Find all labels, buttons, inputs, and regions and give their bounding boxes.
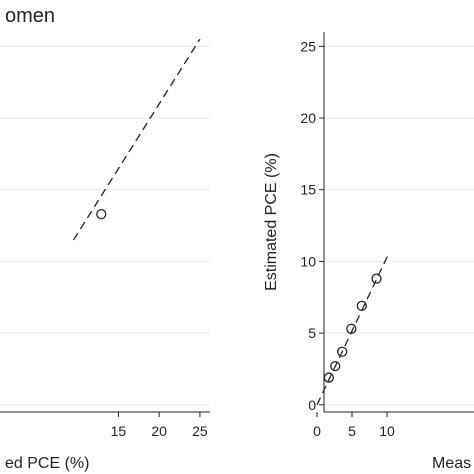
right-x-tick-label-5: 5: [348, 423, 356, 439]
left-x-axis-title: ed PCE (%): [5, 455, 89, 472]
right-x-axis-title: Meas: [432, 455, 471, 472]
right-y-tick-label-15: 15: [300, 182, 316, 198]
left-data-point-0: [96, 208, 107, 220]
right-y-tick-label-0: 0: [308, 397, 316, 413]
right-data-point-4: [356, 300, 367, 312]
right-panel: 0 5 10 15 20 25 0 5 10 Meas Estimated PCE (%): [263, 32, 474, 472]
left-x-tick-label-25: 25: [192, 423, 208, 439]
left-panel: 15 20 25 omen ed PCE (%): [0, 5, 210, 472]
right-y-tick-label-10: 10: [300, 253, 316, 269]
left-panel-title: omen: [5, 5, 55, 27]
right-data-point-0: [323, 372, 335, 383]
right-x-tick-label-0: 0: [313, 423, 321, 439]
right-data-point-5: [371, 273, 382, 284]
right-data-point-3: [346, 323, 357, 334]
right-y-axis-title: Estimated PCE (%): [263, 153, 280, 291]
left-x-tick-label-20: 20: [151, 423, 167, 439]
right-data-point-1: [330, 360, 341, 372]
right-x-tick-label-10: 10: [379, 423, 395, 439]
left-reference-line: [72, 38, 201, 241]
right-y-tick-label-20: 20: [300, 110, 316, 126]
right-y-tick-label-5: 5: [308, 325, 316, 341]
right-y-tick-label-25: 25: [300, 38, 316, 54]
right-data-point-2: [337, 346, 348, 357]
right-reference-line: [316, 253, 389, 406]
left-x-tick-label-15: 15: [111, 423, 127, 439]
